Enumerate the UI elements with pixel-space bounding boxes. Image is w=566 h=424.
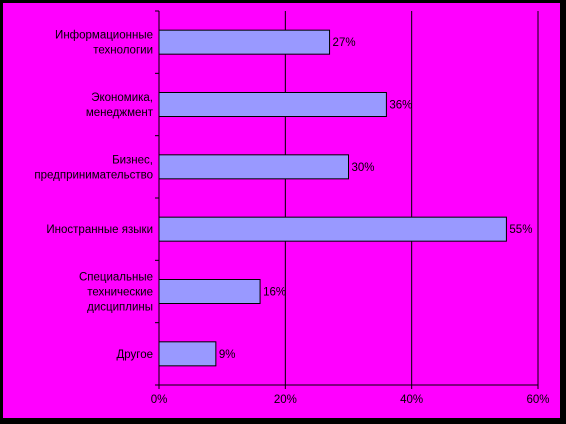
- category-label-0: Информационные технологии: [55, 30, 153, 57]
- chart-area: 27% Информационные технологии 36% Экономика,…: [3, 3, 560, 418]
- bar-2: [158, 154, 349, 180]
- x-tick-label-60: 60%: [526, 394, 549, 406]
- category-label-3: Иностранные языки: [46, 224, 153, 236]
- category-label-line: Другое: [116, 349, 153, 361]
- bar-5: [158, 341, 217, 367]
- category-label-5: Другое: [116, 349, 153, 361]
- data-label-5: 9%: [219, 349, 236, 361]
- category-label-line: технические: [87, 287, 153, 299]
- x-tick-label-0: 0%: [151, 394, 168, 406]
- category-label-line: предпринимательство: [34, 169, 153, 181]
- bar-1: [158, 92, 387, 117]
- category-label-line: дисциплины: [87, 302, 153, 314]
- data-label-4: 16%: [263, 287, 286, 299]
- category-label-line: менеджмент: [86, 107, 154, 119]
- category-label-1: Экономика, менеджмент: [86, 92, 154, 119]
- data-label-3: 55%: [509, 224, 532, 236]
- category-label-line: Бизнес,: [112, 154, 153, 166]
- bar-chart: 27% Информационные технологии 36% Экономика,…: [34, 10, 550, 406]
- category-label-line: Экономика,: [91, 92, 153, 104]
- bar-3: [158, 216, 507, 242]
- x-tick-label-20: 20%: [274, 394, 297, 406]
- bar-0: [158, 29, 331, 55]
- data-label-1: 36%: [389, 100, 412, 112]
- category-label-line: Иностранные языки: [46, 224, 153, 236]
- bar-4: [158, 279, 261, 304]
- category-label-4: Специальные технические дисциплины: [79, 272, 153, 314]
- category-label-2: Бизнес, предпринимательство: [34, 154, 153, 181]
- category-label-line: Информационные: [55, 30, 153, 42]
- category-label-line: Специальные: [79, 272, 153, 284]
- category-label-line: технологии: [93, 45, 153, 57]
- data-label-0: 27%: [333, 37, 356, 49]
- data-label-2: 30%: [352, 162, 375, 174]
- x-tick-label-40: 40%: [400, 394, 423, 406]
